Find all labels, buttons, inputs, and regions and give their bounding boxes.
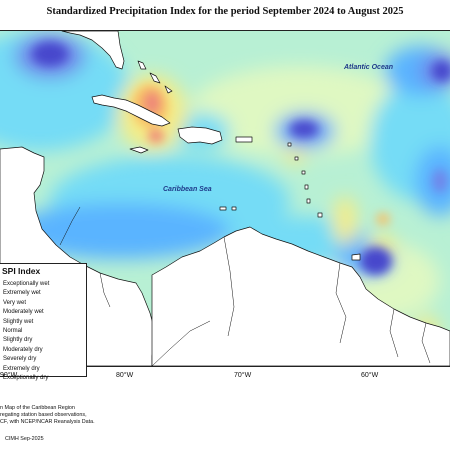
- severely-dry-area: [376, 213, 390, 225]
- legend-item: Exceptionally wet: [3, 281, 50, 287]
- longitude-tick-90w: 90°W: [0, 372, 18, 379]
- extremely-dry-area: [143, 91, 161, 115]
- longitude-tick-70w: 70°W: [234, 372, 252, 379]
- south-america-land: [151, 226, 450, 366]
- bahamas-land: [164, 85, 173, 94]
- lesser-antilles-land: [304, 184, 309, 190]
- country-border: [389, 308, 399, 358]
- exceptionally-wet-area: [32, 42, 68, 66]
- atlantic-ocean-label: Atlantic Ocean: [344, 64, 394, 71]
- slightly-dry-area: [190, 66, 410, 156]
- moderately-wet-area: [10, 203, 230, 259]
- spi-map-canvas: [0, 31, 450, 366]
- legend-item: Very wet: [3, 299, 27, 306]
- exceptionally-wet-area: [360, 247, 392, 275]
- bahamas-land: [137, 60, 147, 70]
- lesser-antilles-land: [301, 170, 306, 175]
- legend-item: Exceptionally dry: [3, 375, 49, 382]
- lesser-antilles-land: [231, 206, 237, 211]
- lesser-antilles-land: [317, 212, 323, 218]
- country-border: [335, 262, 347, 344]
- lesser-antilles-land: [294, 156, 299, 161]
- legend-item: Slightly dry: [3, 337, 33, 344]
- legend-item: Moderately wet: [3, 309, 44, 316]
- footer-credit: CIMH Sep-2025: [5, 436, 44, 442]
- country-borders: [59, 206, 431, 366]
- longitude-tick-60w: 60°W: [361, 372, 379, 379]
- longitude-tick-80w: 80°W: [116, 372, 134, 379]
- exceptionally-wet-area: [290, 121, 318, 137]
- country-border: [223, 236, 235, 337]
- country-border: [421, 322, 431, 364]
- hispaniola-land: [177, 126, 223, 145]
- legend-item: Extremely wet: [3, 290, 41, 297]
- bahamas-land: [149, 72, 161, 84]
- footer-note-line1: n Map of the Caribbean Region: [0, 405, 75, 411]
- legend-item: Slightly wet: [3, 318, 34, 325]
- country-border: [99, 272, 111, 308]
- moderately-dry-area: [283, 148, 307, 164]
- cuba-land: [91, 94, 171, 127]
- lesser-antilles-land: [219, 206, 227, 211]
- moderately-dry-area: [333, 196, 357, 246]
- puerto-rico-land: [235, 136, 253, 143]
- lesser-antilles-land: [287, 142, 292, 147]
- florida-land: [61, 31, 125, 70]
- lesser-antilles-land: [306, 198, 311, 204]
- footer-note-line3: CF, with NCEP/NCAR Reanalysis Data.: [0, 419, 95, 425]
- legend-item: Normal: [3, 328, 23, 335]
- spi-map: Atlantic Ocean Caribbean Sea SPI Index E…: [0, 30, 450, 381]
- extremely-dry-area: [148, 129, 164, 143]
- legend-item: Extremely dry: [3, 365, 40, 372]
- country-border: [151, 320, 211, 366]
- legend-item: Severely dry: [3, 356, 37, 363]
- exceptionally-wet-area: [432, 169, 448, 193]
- spi-legend: SPI Index Exceptionally wet Extremely we…: [0, 263, 87, 381]
- map-title: Standardized Precipitation Index for the…: [46, 6, 404, 17]
- caribbean-sea-label: Caribbean Sea: [163, 186, 212, 193]
- exceptionally-wet-area: [432, 61, 450, 81]
- legend-item: Moderately dry: [3, 346, 43, 353]
- trinidad-land: [351, 253, 361, 261]
- legend-list: Exceptionally wet Extremely wet Very wet…: [3, 280, 49, 383]
- country-border: [59, 206, 81, 246]
- legend-title: SPI Index: [2, 266, 41, 276]
- footer-note-line2: regating station based observations,: [0, 412, 87, 418]
- jamaica-land: [129, 146, 149, 154]
